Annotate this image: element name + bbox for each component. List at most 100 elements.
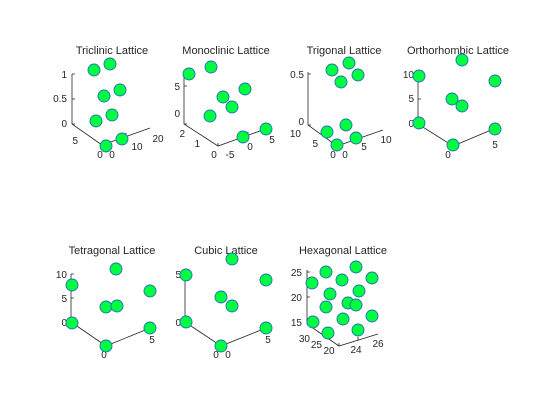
lattice-point xyxy=(110,299,124,313)
lattice-point xyxy=(109,262,123,276)
lattice-point xyxy=(488,122,502,136)
lattice-point xyxy=(214,339,228,353)
lattice-point xyxy=(259,321,273,335)
lattice-point xyxy=(87,63,101,77)
tick-label: 10 xyxy=(380,135,392,146)
lattice-point xyxy=(113,83,127,97)
tick-marks xyxy=(308,73,361,146)
lattice-point xyxy=(238,82,252,96)
lattice-point xyxy=(335,273,349,287)
panel-trigonal: Trigonal Lattice 0.5 0 10 5 0 0 5 10 xyxy=(290,45,392,161)
lattice-point xyxy=(455,53,469,67)
tick-label: 5 xyxy=(361,142,367,153)
panel-title: Trigonal Lattice xyxy=(307,45,382,57)
tick-label: 0 xyxy=(174,109,180,120)
lattice-point xyxy=(259,273,273,287)
tick-label: 0 xyxy=(175,318,181,329)
lattice-point xyxy=(325,63,339,77)
lattice-point xyxy=(349,131,363,145)
lattice-point xyxy=(319,300,333,314)
tick-label: 20 xyxy=(323,346,335,357)
tick-label: 0.5 xyxy=(290,70,304,81)
tick-label: 5 xyxy=(175,270,181,281)
lattice-point xyxy=(334,75,348,89)
lattice-point xyxy=(306,315,320,329)
panel-title: Cubic Lattice xyxy=(194,245,258,257)
lattice-point xyxy=(319,265,333,279)
lattice-point xyxy=(339,118,353,132)
tick-label: 20 xyxy=(291,293,303,304)
lattice-point xyxy=(225,252,239,266)
lattice-point xyxy=(89,114,103,128)
lattice-point xyxy=(323,287,337,301)
lattice-point xyxy=(320,125,334,139)
lattice-point xyxy=(214,290,228,304)
tick-label: 0 xyxy=(445,150,451,161)
lattice-point xyxy=(488,74,502,88)
lattice-point xyxy=(99,339,113,353)
tick-label: 5 xyxy=(72,136,78,147)
lattice-point xyxy=(455,99,469,113)
tick-label: 25 xyxy=(291,268,303,279)
tick-label: 2 xyxy=(179,129,185,140)
tick-label: 0 xyxy=(109,150,115,161)
tick-marks xyxy=(71,273,107,346)
lattice-point xyxy=(336,312,350,326)
lattice-point xyxy=(179,268,193,282)
lattice-point xyxy=(349,298,363,312)
lattice-point xyxy=(305,276,319,290)
tick-label: 0 xyxy=(61,318,67,329)
tick-label: 26 xyxy=(372,339,384,350)
lattice-point xyxy=(330,138,344,152)
tick-label: 0 xyxy=(101,350,107,361)
lattice-point xyxy=(225,299,239,313)
tick-label: -5 xyxy=(226,150,235,161)
lattice-point xyxy=(352,284,366,298)
lattice-point xyxy=(412,69,426,83)
lattice-point xyxy=(143,284,157,298)
lattice-point xyxy=(204,60,218,74)
tick-label: 0 xyxy=(298,117,304,128)
tick-label: 10 xyxy=(403,70,415,81)
lattice-point xyxy=(351,323,365,337)
tick-label: 1 xyxy=(194,139,200,150)
tick-label: 5 xyxy=(269,135,275,146)
tick-label: 5 xyxy=(174,82,180,93)
tick-label: 5 xyxy=(312,139,318,150)
tick-label: 20 xyxy=(152,134,164,145)
z-axis-line xyxy=(417,72,497,147)
lattice-point xyxy=(349,260,363,274)
tick-label: 10 xyxy=(290,129,302,140)
lattice-point xyxy=(216,90,230,104)
lattice-point xyxy=(445,92,459,106)
lattice-point xyxy=(182,67,196,81)
tick-label: 0 xyxy=(330,150,336,161)
tick-marks xyxy=(72,73,127,145)
panel-triclinic: Triclinic Lattice 1 0.5 0 5 0 0 10 20 xyxy=(53,45,164,161)
panel-cubic: Cubic Lattice 5 0 0 0 5 xyxy=(175,245,273,361)
lattice-point xyxy=(321,326,335,340)
panel-title: Triclinic Lattice xyxy=(76,45,148,57)
panel-orthorhombic: Orthorhombic Lattice 10 5 0 0 5 xyxy=(403,45,509,161)
tick-label: 0 xyxy=(247,142,253,153)
panel-tetragonal: Tetragonal Lattice 10 5 0 0 5 xyxy=(56,245,157,361)
tick-label: 15 xyxy=(291,318,303,329)
tick-label: 0 xyxy=(213,350,219,361)
panel-title: Monoclinic Lattice xyxy=(182,45,269,57)
tick-label: 5 xyxy=(492,140,498,151)
panel-monoclinic: Monoclinic Lattice 5 0 2 1 0 -5 0 5 xyxy=(174,45,275,161)
tick-label: 25 xyxy=(311,340,323,351)
lattice-point xyxy=(103,57,117,71)
panel-title: Tetragonal Lattice xyxy=(69,245,156,257)
panel-hexagonal: Hexagonal Lattice 25 20 15 30 25 20 24 2… xyxy=(291,245,387,357)
lattice-point xyxy=(115,132,129,146)
panel-title: Orthorhombic Lattice xyxy=(407,45,509,57)
lattice-point xyxy=(99,139,113,153)
lattice-point xyxy=(225,100,239,114)
lattice-point xyxy=(99,300,113,314)
tick-label: 10 xyxy=(56,270,68,281)
tick-label: 0 xyxy=(97,150,103,161)
lattice-point xyxy=(203,109,217,123)
